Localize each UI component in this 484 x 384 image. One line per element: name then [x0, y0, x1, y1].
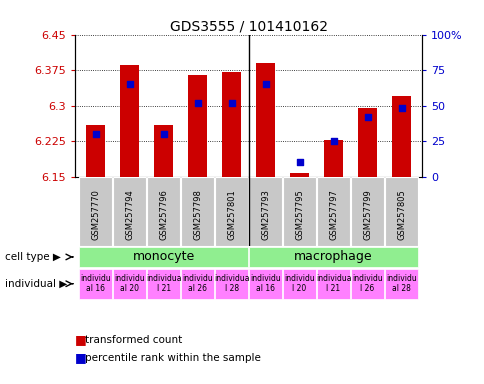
- FancyBboxPatch shape: [351, 177, 383, 246]
- Text: individu
al 16: individu al 16: [80, 274, 111, 293]
- Bar: [358, 108, 376, 177]
- FancyBboxPatch shape: [351, 269, 383, 299]
- FancyBboxPatch shape: [79, 177, 111, 246]
- Point: [193, 99, 201, 106]
- Text: GSM257796: GSM257796: [159, 189, 168, 240]
- Text: GSM257801: GSM257801: [227, 189, 236, 240]
- Bar: [188, 75, 207, 177]
- Point: [363, 114, 371, 120]
- Text: individua
l 28: individua l 28: [213, 274, 249, 293]
- FancyBboxPatch shape: [215, 269, 247, 299]
- Point: [125, 81, 133, 87]
- FancyBboxPatch shape: [385, 177, 417, 246]
- Bar: [256, 63, 274, 177]
- FancyBboxPatch shape: [317, 177, 349, 246]
- Text: GSM257798: GSM257798: [193, 189, 202, 240]
- Text: GSM257794: GSM257794: [125, 189, 134, 240]
- Title: GDS3555 / 101410162: GDS3555 / 101410162: [169, 20, 327, 33]
- Bar: [323, 140, 342, 177]
- FancyBboxPatch shape: [385, 269, 417, 299]
- Bar: [86, 126, 105, 177]
- Bar: [120, 65, 138, 177]
- Text: individu
l 26: individu l 26: [351, 274, 382, 293]
- FancyBboxPatch shape: [147, 177, 180, 246]
- Point: [295, 159, 303, 166]
- Text: GSM257797: GSM257797: [328, 189, 337, 240]
- Text: ■: ■: [75, 333, 91, 346]
- Point: [159, 131, 167, 137]
- FancyBboxPatch shape: [249, 247, 417, 267]
- FancyBboxPatch shape: [181, 269, 213, 299]
- FancyBboxPatch shape: [249, 269, 281, 299]
- Text: GSM257795: GSM257795: [294, 189, 303, 240]
- Text: transformed count: transformed count: [85, 335, 182, 345]
- Text: GSM257770: GSM257770: [91, 189, 100, 240]
- Text: individu
al 20: individu al 20: [114, 274, 145, 293]
- FancyBboxPatch shape: [181, 177, 213, 246]
- Text: GSM257793: GSM257793: [260, 189, 270, 240]
- Text: individua
l 21: individua l 21: [146, 274, 181, 293]
- FancyBboxPatch shape: [113, 269, 145, 299]
- FancyBboxPatch shape: [113, 177, 145, 246]
- Bar: [289, 173, 308, 177]
- FancyBboxPatch shape: [249, 177, 281, 246]
- Point: [227, 99, 235, 106]
- Text: macrophage: macrophage: [294, 250, 372, 263]
- FancyBboxPatch shape: [79, 247, 247, 267]
- Text: percentile rank within the sample: percentile rank within the sample: [85, 353, 260, 363]
- Point: [397, 105, 405, 111]
- Text: individua
l 21: individua l 21: [315, 274, 350, 293]
- Text: individual ▶: individual ▶: [5, 279, 67, 289]
- Text: individu
al 26: individu al 26: [182, 274, 212, 293]
- Text: GSM257799: GSM257799: [363, 189, 371, 240]
- FancyBboxPatch shape: [317, 269, 349, 299]
- FancyBboxPatch shape: [283, 177, 315, 246]
- Text: ■: ■: [75, 351, 91, 364]
- Point: [91, 131, 99, 137]
- Text: GSM257805: GSM257805: [396, 189, 405, 240]
- FancyBboxPatch shape: [79, 269, 111, 299]
- Bar: [392, 96, 410, 177]
- FancyBboxPatch shape: [283, 269, 315, 299]
- Bar: [222, 73, 241, 177]
- Point: [329, 138, 337, 144]
- FancyBboxPatch shape: [215, 177, 247, 246]
- Text: cell type ▶: cell type ▶: [5, 252, 60, 262]
- Text: individu
l 20: individu l 20: [284, 274, 314, 293]
- Point: [261, 81, 269, 87]
- Text: monocyte: monocyte: [132, 250, 194, 263]
- Text: individu
al 16: individu al 16: [250, 274, 280, 293]
- Text: individu
al 28: individu al 28: [385, 274, 416, 293]
- Bar: [154, 126, 173, 177]
- FancyBboxPatch shape: [147, 269, 180, 299]
